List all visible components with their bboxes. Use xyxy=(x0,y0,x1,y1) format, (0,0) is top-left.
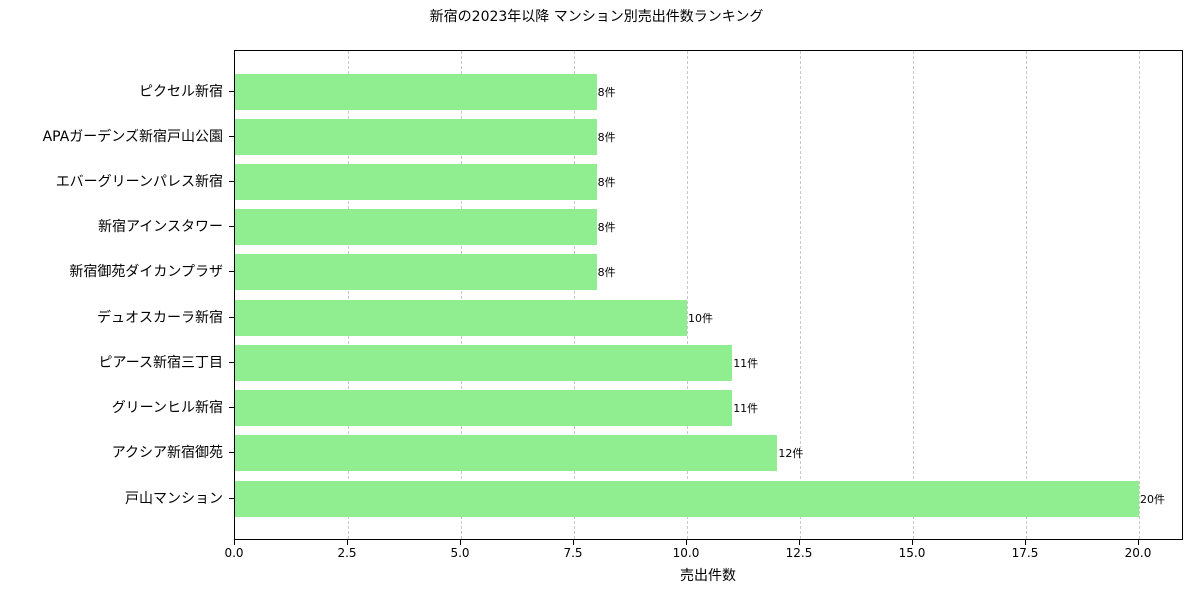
bar xyxy=(235,390,733,426)
bar xyxy=(235,435,778,471)
y-tick-label: デュオスカーラ新宿 xyxy=(97,310,223,326)
y-tick-label: アクシア新宿御苑 xyxy=(111,445,223,461)
y-tick xyxy=(229,362,234,363)
gridline xyxy=(913,51,914,539)
x-tick xyxy=(347,540,348,545)
y-tick-label: ピアース新宿三丁目 xyxy=(98,355,223,371)
x-tick xyxy=(1138,540,1139,545)
x-tick-label: 20.0 xyxy=(1124,546,1152,560)
bar-value-label: 10件 xyxy=(688,312,713,325)
x-tick-label: 10.0 xyxy=(672,546,700,560)
gridline xyxy=(1139,51,1140,539)
x-tick xyxy=(912,540,913,545)
x-tick-label: 5.0 xyxy=(450,546,470,560)
x-tick-label: 0.0 xyxy=(224,546,244,560)
gridline xyxy=(687,51,688,539)
x-tick-label: 2.5 xyxy=(337,546,357,560)
x-tick-label: 17.5 xyxy=(1011,546,1039,560)
gridline xyxy=(1026,51,1027,539)
bar-value-label: 8件 xyxy=(597,221,616,234)
bar-value-label: 12件 xyxy=(778,447,804,460)
y-tick-label: ピクセル新宿 xyxy=(139,84,223,100)
gridline xyxy=(800,51,801,539)
x-tick xyxy=(460,540,461,545)
bar xyxy=(235,254,597,290)
plot-area: 8件 8件 8件 8件 8件 10件 11件 11件 12件 20件 xyxy=(234,50,1183,540)
bar-value-label: 8件 xyxy=(597,266,616,279)
bar xyxy=(235,481,1139,517)
bar-value-label: 8件 xyxy=(597,131,616,144)
y-tick-label: グリーンヒル新宿 xyxy=(111,400,223,416)
x-axis-title: 売出件数 xyxy=(680,568,736,584)
y-tick xyxy=(229,136,234,137)
y-tick xyxy=(229,317,234,318)
x-tick xyxy=(1025,540,1026,545)
bar xyxy=(235,345,733,381)
bar xyxy=(235,164,597,200)
y-tick xyxy=(229,452,234,453)
y-tick-label: 新宿御苑ダイカンプラザ xyxy=(69,264,223,280)
x-tick xyxy=(573,540,574,545)
y-tick xyxy=(229,407,234,408)
y-tick-label: 戸山マンション xyxy=(125,491,223,507)
bar-value-label: 8件 xyxy=(597,86,616,99)
x-tick-label: 7.5 xyxy=(563,546,583,560)
bar xyxy=(235,300,687,336)
gridline xyxy=(461,51,462,539)
y-tick-label: エバーグリーンパレス新宿 xyxy=(55,174,223,190)
bar-value-label: 8件 xyxy=(597,176,616,189)
x-tick-label: 15.0 xyxy=(898,546,926,560)
chart-title: 新宿の2023年以降 マンション別売出件数ランキング xyxy=(429,9,764,25)
bar xyxy=(235,209,597,245)
x-tick-label: 12.5 xyxy=(785,546,813,560)
y-tick-label: 新宿アインスタワー xyxy=(97,219,223,235)
bar-value-label: 20件 xyxy=(1140,493,1165,506)
gridline xyxy=(348,51,349,539)
y-tick xyxy=(229,498,234,499)
y-tick xyxy=(229,271,234,272)
gridline xyxy=(574,51,575,539)
y-tick-label: APAガーデンズ新宿戸山公園 xyxy=(42,129,223,145)
y-tick xyxy=(229,181,234,182)
bar-value-label: 11件 xyxy=(733,402,759,415)
y-tick xyxy=(229,226,234,227)
x-tick xyxy=(799,540,800,545)
x-tick xyxy=(686,540,687,545)
bar xyxy=(235,74,597,110)
bar xyxy=(235,119,597,155)
x-tick xyxy=(234,540,235,545)
y-tick xyxy=(229,91,234,92)
bar-value-label: 11件 xyxy=(733,357,759,370)
